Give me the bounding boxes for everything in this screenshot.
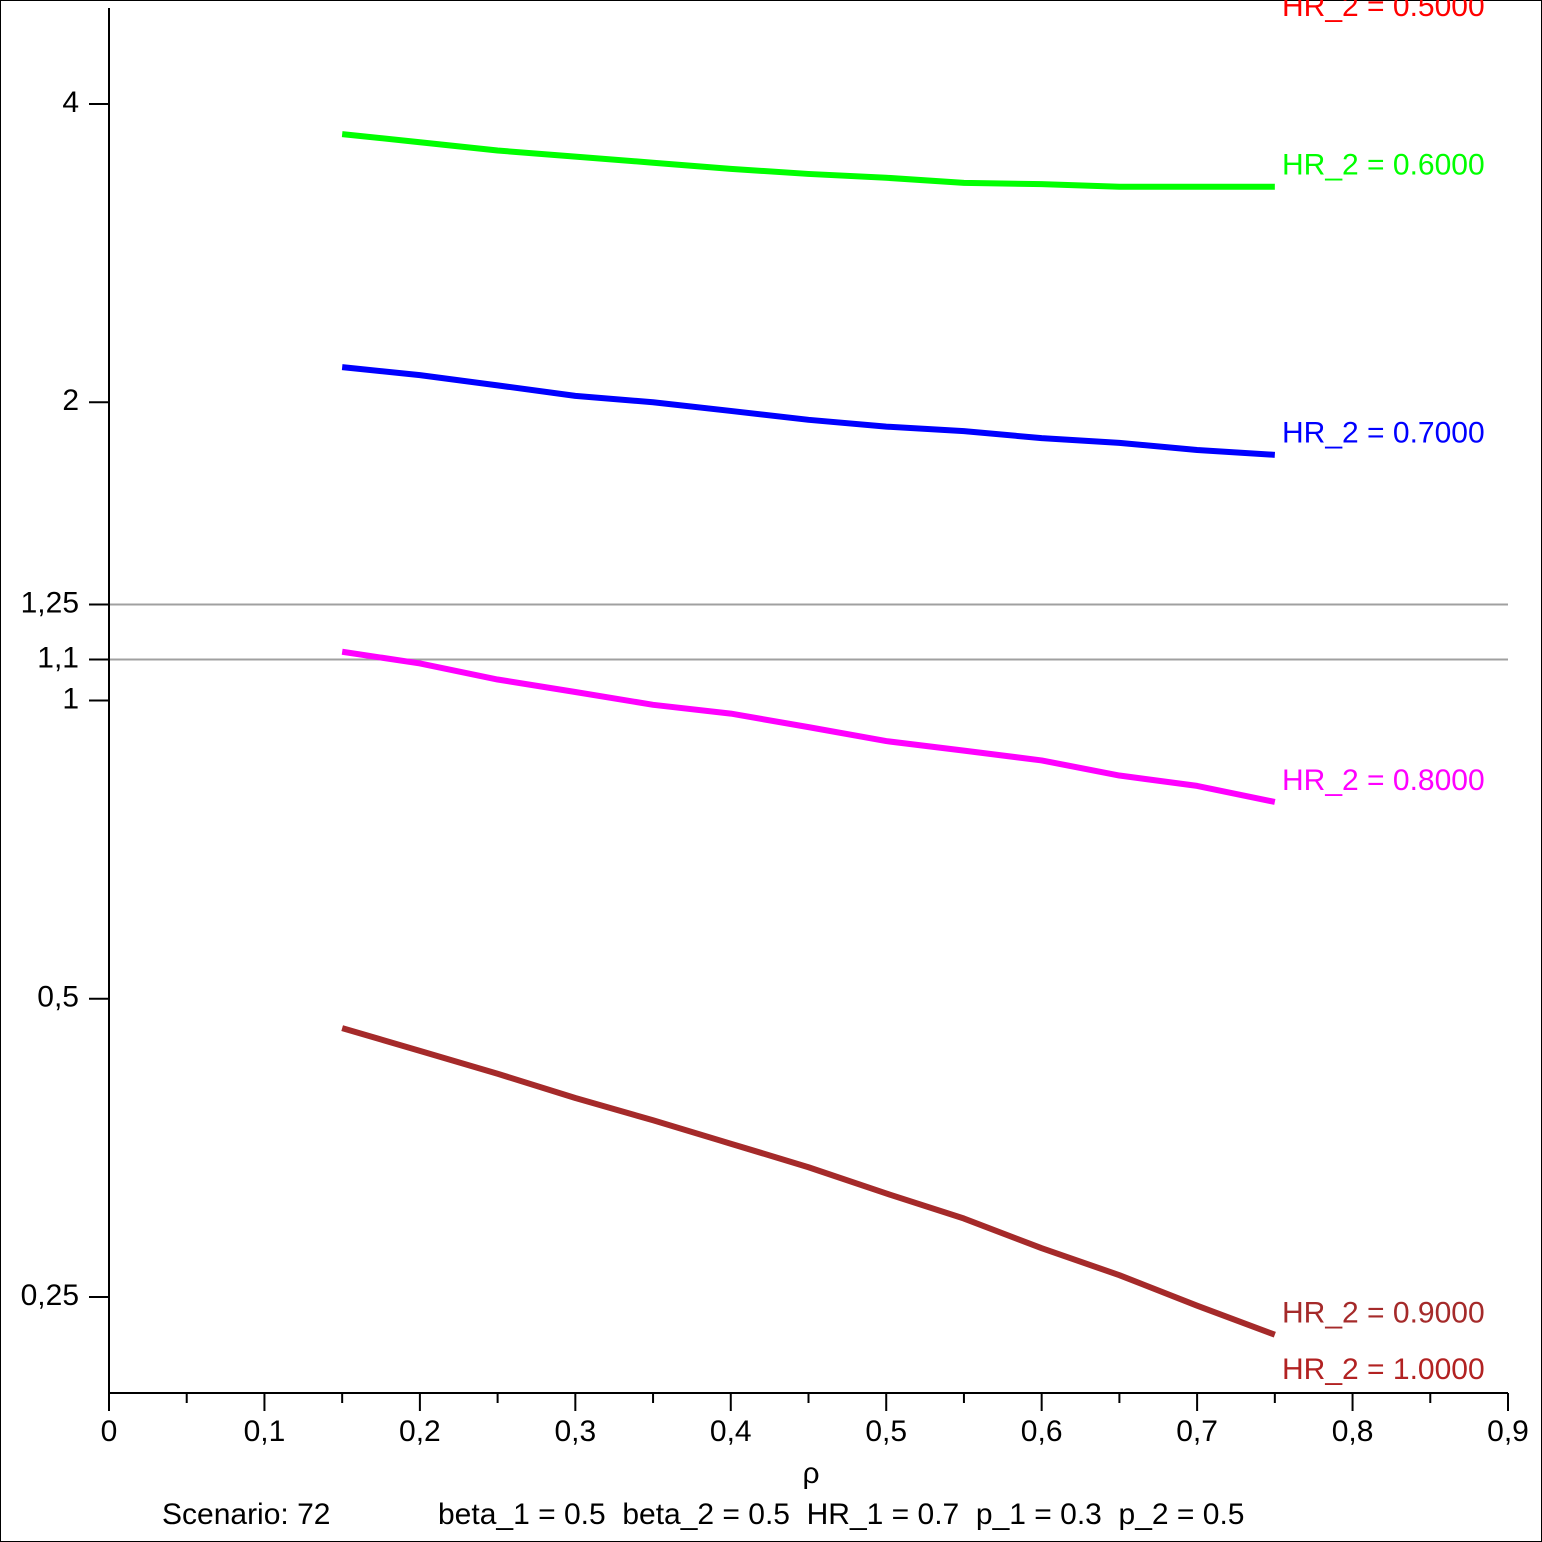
x-tick-label: 0,9 <box>1487 1415 1529 1448</box>
y-tick-label: 2 <box>62 384 79 417</box>
series-label: HR_2 = 0.7000 <box>1282 417 1485 450</box>
x-tick-label: 0,5 <box>865 1415 907 1448</box>
y-tick-label: 0,5 <box>37 981 79 1014</box>
x-tick-label: 0 <box>101 1415 118 1448</box>
series-label: HR_2 = 0.8000 <box>1282 764 1485 797</box>
y-tick-label: 1,1 <box>37 641 79 674</box>
series-line <box>341 364 1276 458</box>
x-axis-label: ρ <box>802 1457 819 1490</box>
x-tick-label: 0,1 <box>244 1415 286 1448</box>
x-tick-label: 0,8 <box>1332 1415 1374 1448</box>
x-tick-label: 0,4 <box>710 1415 752 1448</box>
series-label: HR_2 = 0.9000 <box>1282 1297 1485 1330</box>
x-tick-label: 0,6 <box>1021 1415 1063 1448</box>
series-line <box>341 1025 1276 1338</box>
y-tick-label: 1 <box>62 682 79 715</box>
x-tick-label: 0,7 <box>1176 1415 1218 1448</box>
x-tick-label: 0,2 <box>399 1415 441 1448</box>
footer-params: beta_1 = 0.5 beta_2 = 0.5 HR_1 = 0.7 p_1… <box>438 1498 1244 1531</box>
x-tick-label: 0,3 <box>554 1415 596 1448</box>
series-line <box>341 648 1276 805</box>
y-tick-label: 0,25 <box>21 1279 79 1312</box>
annotation: HR_2 = 1.0000 <box>1282 1353 1485 1386</box>
series-line <box>341 131 1275 190</box>
series-label: HR_2 = 0.6000 <box>1282 149 1485 182</box>
y-tick-label: 4 <box>62 86 79 119</box>
footer-scenario: Scenario: 72 <box>162 1498 330 1531</box>
annotation: HR_2 = 0.5000 <box>1282 0 1485 23</box>
y-tick-label: 1,25 <box>21 586 79 619</box>
